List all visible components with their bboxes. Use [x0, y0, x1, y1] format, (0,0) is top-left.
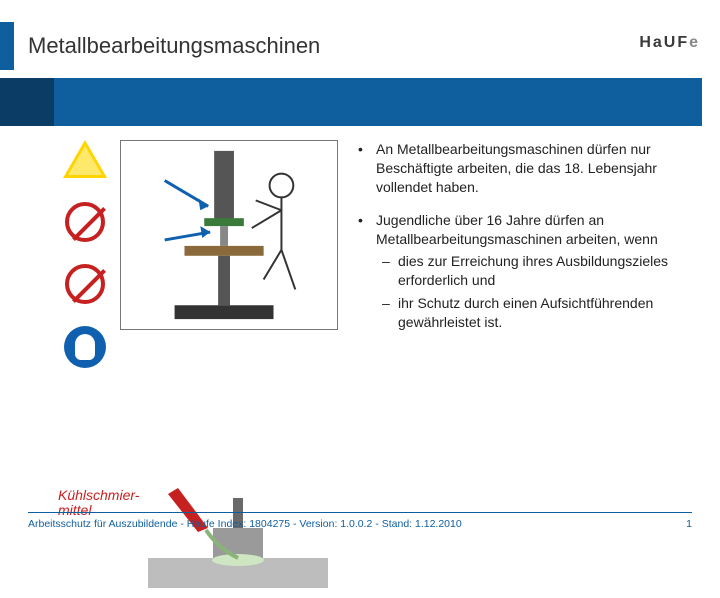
sub-bullet-2: ihr Schutz durch einen Aufsichtführenden…: [376, 294, 690, 332]
brand-logo: HaUFe: [639, 34, 700, 52]
header-band: [0, 78, 702, 126]
sub-bullet-1: dies zur Erreichung ihres Ausbildungszie…: [376, 252, 690, 290]
safety-signs: [58, 140, 114, 500]
coolant-label-line2: mittel: [58, 502, 91, 518]
header-band-dark: [0, 78, 54, 126]
bullet-1-text: An Metallbearbeitungsmaschinen dürfen nu…: [376, 141, 657, 195]
bullet-list: An Metallbearbeitungsmaschinen dürfen nu…: [358, 140, 690, 332]
sub-bullet-list: dies zur Erreichung ihres Ausbildungszie…: [376, 252, 690, 332]
right-column: An Metallbearbeitungsmaschinen dürfen nu…: [358, 140, 690, 500]
brand-light: e: [689, 34, 700, 51]
brand-bold: HaUF: [639, 34, 689, 51]
bullet-1: An Metallbearbeitungsmaschinen dürfen nu…: [358, 140, 690, 197]
slide-title: Metallbearbeitungsmaschinen: [14, 33, 320, 59]
footer-rule: [28, 512, 692, 513]
header-band-mid: [54, 78, 702, 126]
prohibit-sign-2: [58, 264, 112, 320]
prohibit-sign-1: [58, 202, 112, 258]
mandatory-sign: [58, 326, 112, 382]
page-number: 1: [686, 518, 692, 530]
content-area: Kühlschmier- mittel An Metallbearbeitung…: [58, 140, 690, 500]
bullet-2-text: Jugendliche über 16 Jahre dürfen an Meta…: [376, 212, 658, 247]
drill-press-illustration: [120, 140, 338, 330]
bullet-2: Jugendliche über 16 Jahre dürfen an Meta…: [358, 211, 690, 332]
footer-text: Arbeitsschutz für Auszubildende - Haufe …: [28, 518, 462, 530]
coolant-label-line1: Kühlschmier-: [58, 487, 139, 503]
footer: Arbeitsschutz für Auszubildende - Haufe …: [28, 518, 692, 530]
left-column: Kühlschmier- mittel: [58, 140, 338, 500]
title-bar: Metallbearbeitungsmaschinen: [0, 22, 720, 70]
title-accent: [0, 22, 14, 70]
coolant-diagram: Kühlschmier- mittel: [58, 488, 338, 598]
warning-sign: [58, 140, 112, 196]
